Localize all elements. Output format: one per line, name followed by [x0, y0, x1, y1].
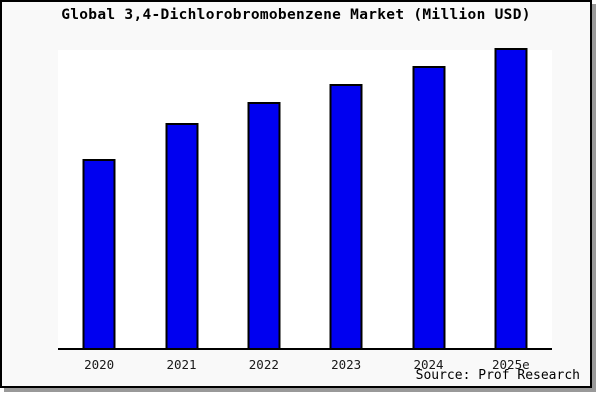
x-tick-label-2024: 2024: [413, 357, 444, 372]
chart-title: Global 3,4-Dichlorobromobenzene Market (…: [61, 7, 531, 23]
chart-frame: Global 3,4-Dichlorobromobenzene Market (…: [0, 0, 592, 388]
source-credit: Source: Prof Research: [415, 368, 580, 383]
x-axis-labels: 2020 2021 2022 2023 2024 2025e: [58, 357, 552, 373]
bar-2024: [412, 66, 445, 348]
bar-2022: [247, 102, 281, 348]
bar-2023: [329, 84, 363, 348]
x-tick-label-2020: 2020: [84, 357, 115, 372]
plot-area: [58, 48, 552, 350]
bar-2025e: [494, 48, 528, 348]
bar-2020: [82, 159, 116, 348]
x-tick-label-2023: 2023: [331, 357, 362, 372]
x-tick-label-2022: 2022: [248, 357, 279, 372]
x-tick-label-2025e: 2025e: [492, 357, 530, 372]
x-tick-label-2021: 2021: [166, 357, 197, 372]
bar-2021: [165, 123, 198, 348]
